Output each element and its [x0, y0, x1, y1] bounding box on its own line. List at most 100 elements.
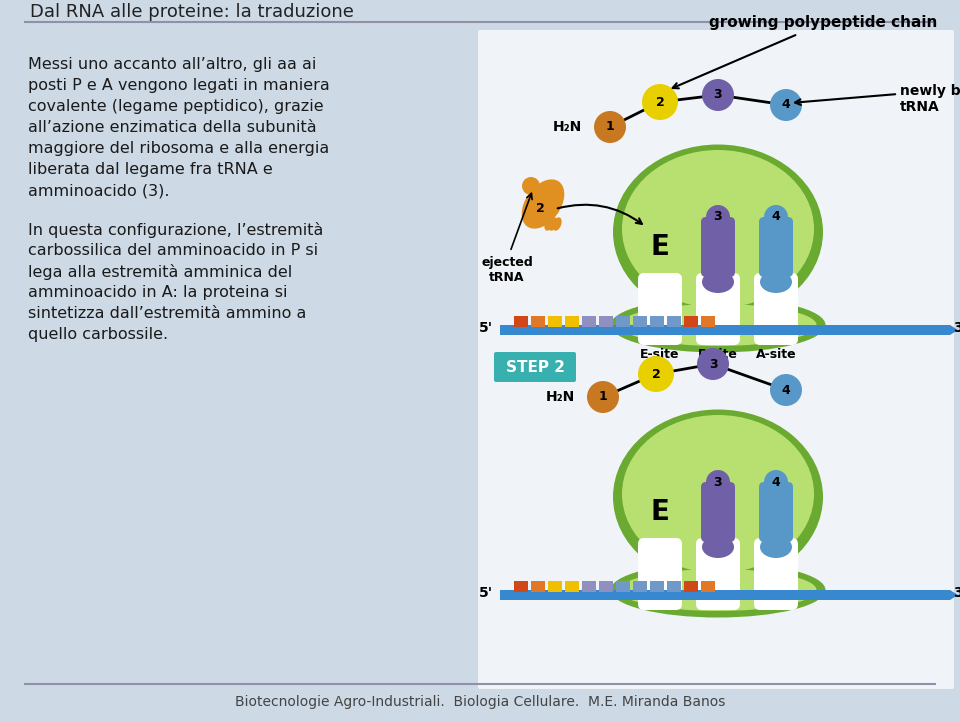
Text: In questa configurazione, l’estremità: In questa configurazione, l’estremità	[28, 222, 324, 238]
Text: growing polypeptide chain: growing polypeptide chain	[708, 14, 937, 30]
Ellipse shape	[622, 150, 814, 308]
Bar	[633, 581, 647, 592]
Text: ejected
tRNA: ejected tRNA	[481, 256, 533, 284]
Text: posti P e A vengono legati in maniera: posti P e A vengono legati in maniera	[28, 78, 329, 93]
Text: 4: 4	[772, 211, 780, 224]
Text: E: E	[651, 233, 669, 261]
Text: 1: 1	[599, 391, 608, 404]
Text: E: E	[651, 498, 669, 526]
Bar	[548, 316, 562, 327]
Bar	[650, 316, 664, 327]
Text: 4: 4	[781, 98, 790, 111]
Bar	[706, 258, 712, 276]
Text: 3': 3'	[953, 586, 960, 600]
FancyBboxPatch shape	[638, 538, 682, 610]
Text: liberata dal legame fra tRNA e: liberata dal legame fra tRNA e	[28, 162, 273, 177]
Bar	[565, 581, 579, 592]
Ellipse shape	[544, 217, 553, 231]
Text: 4: 4	[781, 383, 790, 396]
FancyBboxPatch shape	[696, 273, 740, 345]
Text: E-site: E-site	[640, 348, 680, 361]
Bar	[684, 581, 698, 592]
FancyBboxPatch shape	[478, 30, 954, 689]
Bar	[724, 258, 730, 276]
Text: 5': 5'	[479, 321, 493, 335]
Ellipse shape	[619, 569, 817, 611]
Circle shape	[697, 348, 729, 380]
Text: P-site: P-site	[698, 348, 738, 361]
FancyBboxPatch shape	[759, 217, 793, 277]
Text: 3: 3	[713, 89, 722, 102]
Text: 2: 2	[536, 202, 544, 215]
Ellipse shape	[760, 536, 792, 558]
Bar	[599, 581, 613, 592]
Bar	[667, 316, 681, 327]
Ellipse shape	[613, 409, 823, 585]
FancyBboxPatch shape	[696, 538, 740, 610]
Text: A-site: A-site	[756, 348, 796, 361]
Text: 2: 2	[656, 95, 664, 108]
Circle shape	[706, 470, 730, 494]
Bar	[633, 316, 647, 327]
Bar	[582, 316, 596, 327]
Text: Dal RNA alle proteine: la traduzione: Dal RNA alle proteine: la traduzione	[30, 3, 354, 21]
FancyBboxPatch shape	[701, 217, 735, 277]
Text: carbossilica del amminoacido in P si: carbossilica del amminoacido in P si	[28, 243, 318, 258]
Text: maggiore del ribosoma e alla energia: maggiore del ribosoma e alla energia	[28, 141, 329, 156]
Text: 3': 3'	[953, 321, 960, 335]
Circle shape	[770, 89, 802, 121]
Bar	[650, 581, 664, 592]
Bar	[782, 258, 788, 276]
Text: 2: 2	[652, 367, 660, 380]
Text: newly bound
tRNA: newly bound tRNA	[900, 84, 960, 114]
Bar	[782, 523, 788, 541]
Bar	[514, 581, 528, 592]
Ellipse shape	[611, 297, 826, 352]
Bar	[616, 581, 630, 592]
Bar	[724, 523, 730, 541]
FancyArrow shape	[500, 325, 958, 335]
Text: all’azione enzimatica della subunità: all’azione enzimatica della subunità	[28, 120, 317, 135]
Circle shape	[706, 205, 730, 229]
FancyBboxPatch shape	[754, 273, 798, 345]
FancyBboxPatch shape	[759, 482, 793, 542]
Bar	[764, 523, 770, 541]
Ellipse shape	[760, 271, 792, 293]
Ellipse shape	[548, 217, 558, 231]
Text: H₂N: H₂N	[545, 390, 575, 404]
Circle shape	[764, 470, 788, 494]
Bar	[715, 258, 721, 276]
Circle shape	[702, 79, 734, 111]
Circle shape	[638, 356, 674, 392]
Bar	[565, 316, 579, 327]
Bar	[514, 316, 528, 327]
Bar	[701, 581, 715, 592]
FancyBboxPatch shape	[701, 482, 735, 542]
Text: amminoacido in A: la proteina si: amminoacido in A: la proteina si	[28, 285, 287, 300]
Ellipse shape	[553, 217, 562, 231]
FancyBboxPatch shape	[494, 352, 576, 382]
Circle shape	[642, 84, 678, 120]
Bar	[548, 581, 562, 592]
Bar	[599, 316, 613, 327]
Circle shape	[594, 111, 626, 143]
Circle shape	[587, 381, 619, 413]
Bar	[667, 581, 681, 592]
Text: 3: 3	[713, 476, 722, 489]
Ellipse shape	[613, 144, 823, 320]
Text: amminoacido (3).: amminoacido (3).	[28, 183, 170, 198]
Circle shape	[770, 374, 802, 406]
Ellipse shape	[622, 415, 814, 573]
Circle shape	[764, 205, 788, 229]
Text: Messi uno accanto all’altro, gli aa ai: Messi uno accanto all’altro, gli aa ai	[28, 57, 317, 72]
Ellipse shape	[619, 304, 817, 346]
Text: H₂N: H₂N	[553, 120, 582, 134]
Text: quello carbossile.: quello carbossile.	[28, 327, 168, 342]
Text: 3: 3	[713, 211, 722, 224]
Text: 5': 5'	[479, 586, 493, 600]
Text: 4: 4	[772, 476, 780, 489]
Ellipse shape	[702, 536, 734, 558]
Text: STEP 2: STEP 2	[506, 360, 564, 375]
Bar	[715, 523, 721, 541]
Bar	[773, 523, 779, 541]
